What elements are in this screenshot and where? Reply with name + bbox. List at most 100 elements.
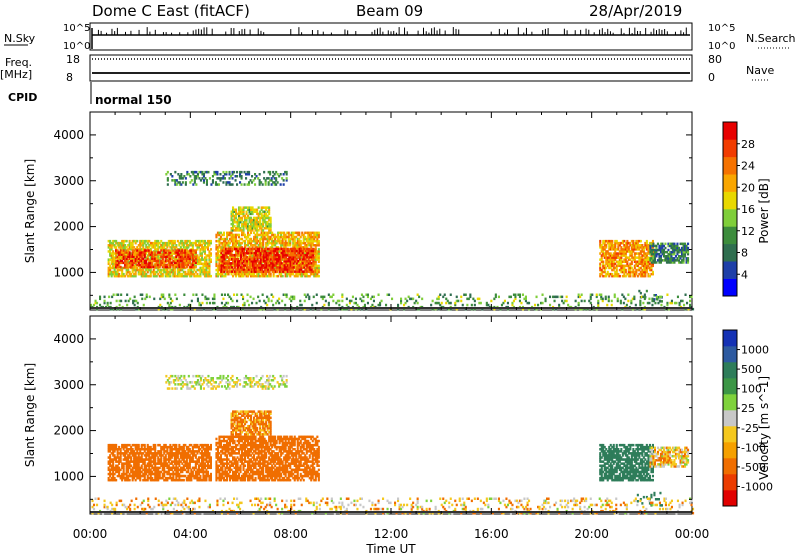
data-cell	[171, 299, 174, 303]
data-cell	[588, 299, 591, 303]
data-cell	[244, 218, 247, 222]
data-cell	[243, 247, 246, 251]
data-cell	[181, 244, 184, 247]
data-cell	[206, 274, 209, 278]
data-cell	[164, 241, 167, 245]
data-cell	[250, 222, 253, 226]
data-cell	[514, 293, 517, 296]
data-cell	[184, 251, 187, 254]
data-cell	[115, 263, 118, 267]
data-cell	[204, 177, 207, 180]
data-cell	[648, 262, 651, 266]
data-cell	[288, 253, 291, 257]
data-cell	[645, 262, 648, 266]
data-cell	[283, 235, 286, 239]
data-cell	[302, 241, 305, 245]
data-cell	[193, 272, 196, 276]
data-cell	[627, 248, 630, 251]
data-cell	[158, 246, 161, 249]
data-cell	[253, 255, 256, 259]
data-cell	[445, 301, 448, 305]
data-cell	[636, 241, 639, 245]
data-cell	[284, 270, 287, 274]
data-cell	[608, 260, 611, 263]
data-cell	[289, 266, 292, 269]
data-cell	[205, 260, 208, 263]
data-cell	[173, 248, 176, 251]
data-cell	[632, 250, 635, 253]
data-cell	[217, 183, 220, 186]
data-cell	[294, 251, 297, 255]
data-cell	[140, 241, 143, 245]
data-cell	[238, 218, 241, 222]
data-cell	[169, 249, 172, 252]
data-cell	[636, 239, 639, 243]
data-cell	[268, 235, 271, 239]
data-cell	[301, 258, 304, 261]
data-cell	[260, 216, 263, 220]
data-cell	[266, 250, 269, 253]
data-cell	[629, 274, 632, 278]
data-cell	[262, 239, 265, 243]
data-cell	[223, 177, 226, 180]
data-cell	[228, 270, 231, 273]
data-cell	[234, 262, 237, 265]
data-cell	[232, 264, 235, 268]
data-cell	[238, 222, 241, 226]
data-cell	[257, 272, 260, 276]
data-cell	[238, 214, 241, 218]
data-cell	[193, 261, 196, 265]
data-cell	[169, 297, 172, 301]
data-cell	[312, 264, 315, 267]
data-cell	[658, 244, 661, 248]
data-cell	[241, 272, 244, 276]
data-cell	[250, 254, 253, 257]
data-cell	[249, 295, 252, 299]
data-cell	[258, 183, 261, 186]
data-cell	[630, 260, 633, 263]
data-cell	[442, 295, 445, 299]
data-cell	[265, 227, 268, 230]
data-cell	[612, 254, 615, 257]
data-cell	[116, 470, 119, 474]
data-cell	[227, 239, 230, 243]
data-cell	[239, 212, 242, 216]
data-cell	[209, 260, 212, 263]
data-cell	[667, 255, 670, 258]
data-cell	[254, 237, 257, 241]
data-cell	[256, 210, 259, 213]
data-cell	[265, 251, 268, 255]
data-cell	[173, 263, 176, 267]
data-cell	[163, 261, 166, 265]
data-cell	[199, 258, 202, 261]
data-cell	[611, 274, 614, 278]
data-cell	[125, 249, 128, 252]
data-cell	[660, 303, 663, 307]
data-cell	[256, 241, 259, 245]
data-cell	[633, 274, 636, 278]
data-cell	[275, 268, 278, 272]
data-cell	[184, 241, 187, 245]
data-cell	[127, 253, 130, 256]
data-cell	[579, 295, 582, 299]
data-cell	[676, 246, 679, 250]
data-cell	[638, 260, 641, 263]
data-cell	[681, 246, 684, 250]
data-cell	[416, 293, 419, 296]
data-cell	[110, 248, 113, 251]
data-cell	[257, 225, 260, 228]
data-cell	[109, 474, 112, 478]
data-cell	[151, 253, 154, 256]
data-cell	[651, 262, 654, 266]
data-cell	[179, 239, 182, 243]
data-cell	[629, 262, 632, 266]
data-cell	[236, 256, 239, 259]
data-cell	[609, 258, 612, 261]
data-cell	[118, 265, 121, 269]
data-cell	[307, 264, 310, 267]
data-cell	[131, 253, 134, 256]
data-cell	[309, 255, 312, 259]
data-cell	[623, 244, 626, 247]
data-cell	[307, 260, 310, 263]
data-cell	[248, 254, 251, 257]
